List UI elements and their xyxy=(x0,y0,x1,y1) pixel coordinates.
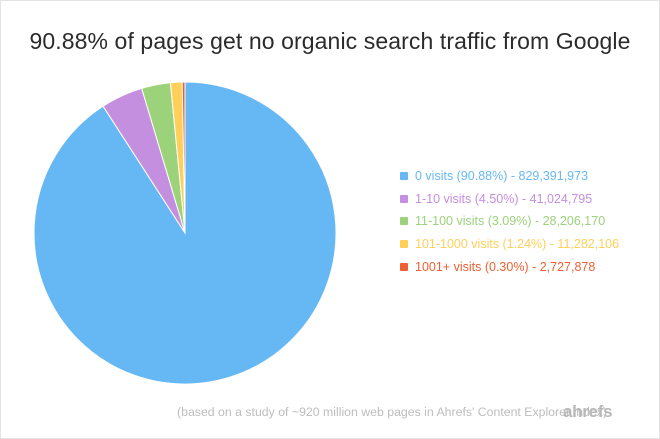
legend-swatch-1001-plus-visits xyxy=(400,262,408,271)
legend-item-0-visits: 0 visits (90.88%) - 829,391,973 xyxy=(400,165,619,188)
legend-label-1001-plus-visits: 1001+ visits (0.30%) - 2,727,878 xyxy=(415,259,596,274)
chart-title: 90.88% of pages get no organic search tr… xyxy=(29,28,631,54)
legend-label-101-1000-visits: 101-1000 visits (1.24%) - 11,282,106 xyxy=(415,237,620,252)
legend-label-0-visits: 0 visits (90.88%) - 829,391,973 xyxy=(415,169,589,184)
legend-swatch-1-10-visits xyxy=(400,194,408,203)
legend-item-11-100-visits: 11-100 visits (3.09%) - 28,206,170 xyxy=(400,210,619,233)
legend-swatch-101-1000-visits xyxy=(400,240,408,249)
legend-label-1-10-visits: 1-10 visits (4.50%) - 41,024,795 xyxy=(415,191,593,206)
legend-swatch-11-100-visits xyxy=(400,217,408,226)
legend-item-101-1000-visits: 101-1000 visits (1.24%) - 11,282,106 xyxy=(400,233,619,256)
legend-label-11-100-visits: 11-100 visits (3.09%) - 28,206,170 xyxy=(415,214,606,229)
legend-item-1001-plus-visits: 1001+ visits (0.30%) - 2,727,878 xyxy=(400,255,619,278)
pie-slice-1001-plus-visits xyxy=(181,81,186,234)
footnote: (based on a study of ~920 million web pa… xyxy=(177,405,607,419)
legend: 0 visits (90.88%) - 829,391,973 1-10 vis… xyxy=(400,165,619,278)
ahrefs-logo: ahrefs xyxy=(563,402,613,421)
legend-item-1-10-visits: 1-10 visits (4.50%) - 41,024,795 xyxy=(400,188,619,211)
legend-swatch-0-visits xyxy=(400,172,408,181)
